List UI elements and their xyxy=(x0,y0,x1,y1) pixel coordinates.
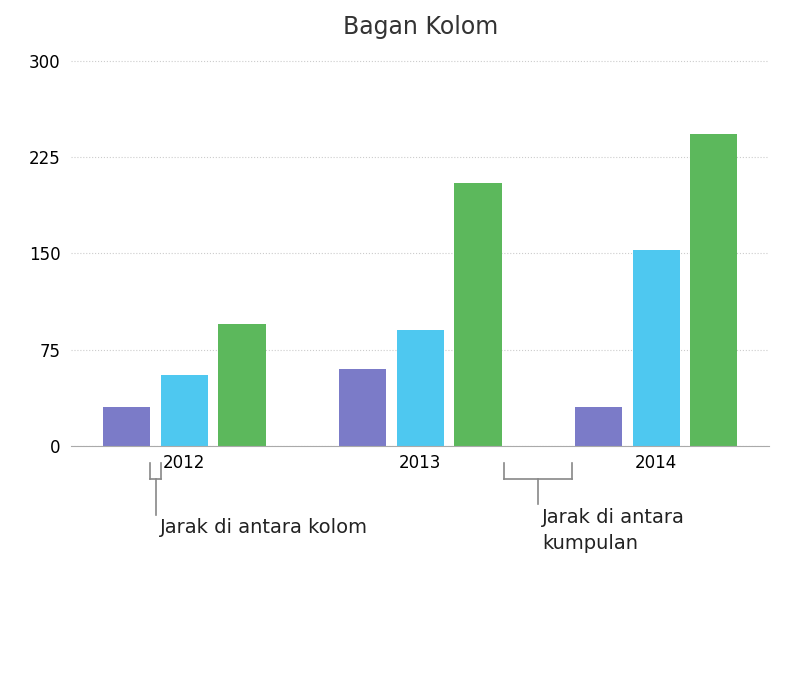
Text: kumpulan: kumpulan xyxy=(542,534,638,553)
Bar xyxy=(218,324,266,446)
Bar xyxy=(339,369,386,446)
Bar xyxy=(454,182,501,446)
Bar xyxy=(161,375,208,446)
Bar xyxy=(396,331,444,446)
Title: Bagan Kolom: Bagan Kolom xyxy=(343,15,498,39)
Bar xyxy=(690,134,737,446)
Bar xyxy=(103,407,151,446)
Text: Jarak di antara kolom: Jarak di antara kolom xyxy=(159,518,367,537)
Bar xyxy=(633,250,680,446)
Bar xyxy=(575,407,623,446)
Text: Jarak di antara: Jarak di antara xyxy=(542,508,685,527)
